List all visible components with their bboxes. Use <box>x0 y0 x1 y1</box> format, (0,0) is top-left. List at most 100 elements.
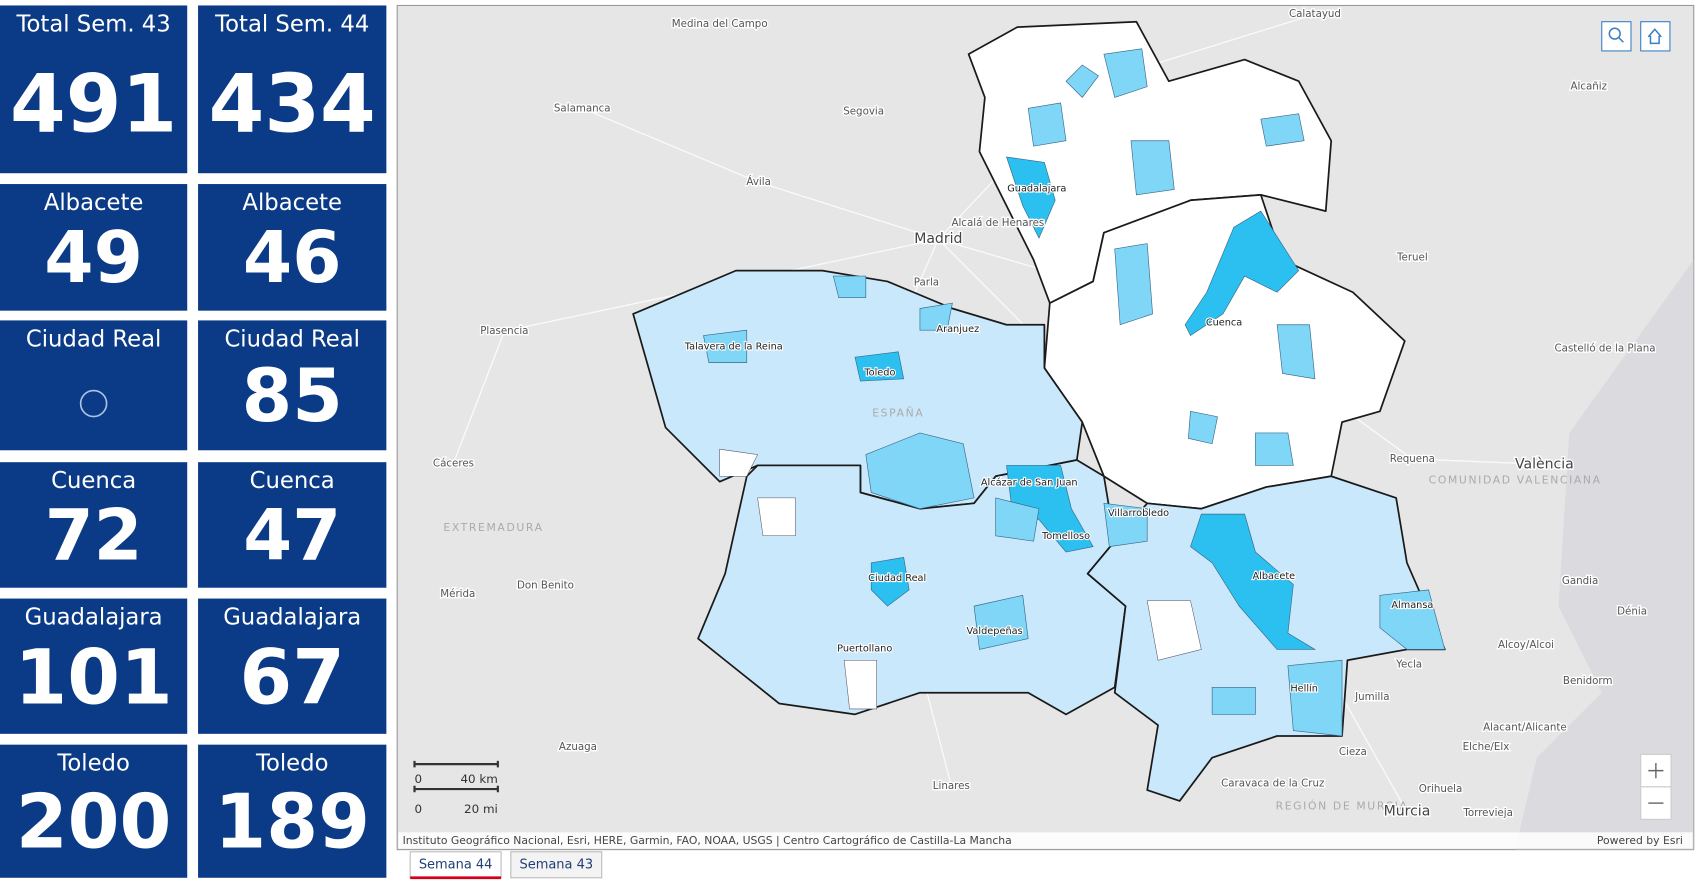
tab-box <box>409 851 502 879</box>
map-label: REGIÓN DE MURCIA <box>1276 799 1409 812</box>
municipality <box>870 557 910 607</box>
map-label: Salamanca <box>554 102 611 114</box>
map-label: Orihuela <box>1419 783 1463 795</box>
search-button[interactable] <box>1601 21 1632 52</box>
indicator-card <box>198 5 387 174</box>
map-label: Cuenca <box>1206 318 1242 329</box>
map-label: Linares <box>933 780 970 792</box>
map-label: Yecla <box>1395 659 1422 671</box>
indicator-value: 67 <box>240 633 345 721</box>
indicator-title: Cuenca <box>51 468 136 494</box>
sea <box>1515 259 1694 850</box>
indicator-title: Guadalajara <box>25 605 163 631</box>
municipality <box>1184 210 1300 337</box>
municipality <box>1211 686 1256 715</box>
municipality <box>1146 600 1202 661</box>
map-label: Alcoy/Alcoi <box>1498 639 1554 651</box>
search-icon <box>1608 27 1621 40</box>
map-label: Don Benito <box>517 580 574 592</box>
indicator-value: 189 <box>214 779 370 866</box>
tab[interactable]: Semana 43 <box>510 851 603 879</box>
municipality <box>1187 410 1218 445</box>
indicator-card <box>0 320 188 451</box>
map-label: Hellín <box>1290 682 1318 694</box>
map-label: Madrid <box>914 231 962 247</box>
municipality <box>1255 432 1294 466</box>
map-label: Torrevieja <box>1462 807 1513 819</box>
map-label: Teruel <box>1396 252 1428 264</box>
municipality <box>703 329 748 363</box>
indicator-title: Ciudad Real <box>224 326 360 352</box>
indicator-card <box>198 744 387 878</box>
municipality <box>1027 102 1067 147</box>
zoom-in-icon <box>1648 763 1664 779</box>
map-label: Villarrobledo <box>1108 508 1169 519</box>
municipality <box>1190 513 1317 650</box>
map-label: Cáceres <box>433 457 474 469</box>
map-buttons <box>1601 21 1672 820</box>
map-label: Ciudad Real <box>868 573 926 584</box>
indicator-title: Toledo <box>56 751 130 777</box>
attribution: Instituto Geográfico Nacional, Esri, HER… <box>403 834 1012 847</box>
map-label: Albacete <box>1253 571 1296 582</box>
municipality <box>1065 64 1099 98</box>
tab-label: Semana 44 <box>419 857 493 872</box>
indicator-value: 72 <box>45 495 143 577</box>
indicator-title: Ciudad Real <box>26 326 162 352</box>
indicator-card <box>198 320 387 451</box>
map-label: Dénia <box>1617 606 1647 618</box>
municipality <box>1276 324 1316 380</box>
municipality <box>719 448 758 477</box>
indicator-title: Albacete <box>242 190 342 216</box>
municipality <box>995 497 1040 542</box>
scale-bar <box>413 760 499 793</box>
indicator-card <box>0 5 188 174</box>
map-label: Puertollano <box>837 643 892 654</box>
map-label: Guadalajara <box>1007 183 1066 194</box>
indicator-title: Cuenca <box>250 468 335 494</box>
municipality <box>919 302 953 331</box>
map-label: Tomelloso <box>1041 531 1090 542</box>
map-label: Elche/Elx <box>1463 741 1510 753</box>
indicator-card <box>198 598 387 734</box>
municipality <box>1114 243 1153 326</box>
map-label: Castelló de la Plana <box>1554 343 1655 355</box>
indicator-value: 434 <box>209 57 376 150</box>
search-icon <box>1618 37 1624 43</box>
map-label: Gandia <box>1562 575 1598 587</box>
map-labels: Medina del Campo Calatayud Salamanca Segovi… <box>432 7 1657 821</box>
indicator-value: 85 <box>242 354 343 439</box>
map-label: Segovia <box>843 106 884 118</box>
attribution-bar <box>398 832 1693 849</box>
tabs: Semana 44 Semana 43 <box>409 851 603 880</box>
scale-line <box>413 760 499 793</box>
indicator-card <box>0 462 188 588</box>
map-label: Toledo <box>863 367 895 378</box>
scale-label: 40 km <box>460 772 497 786</box>
indicator: Ciudad Real <box>0 320 188 451</box>
indicator-value: 101 <box>15 633 173 721</box>
municipality <box>1130 140 1175 196</box>
map-label: EXTREMADURA <box>443 521 543 534</box>
municipality <box>1103 48 1148 98</box>
tab-box <box>510 851 603 879</box>
indicator-value: 200 <box>16 779 172 866</box>
municipality <box>854 351 905 382</box>
home-button[interactable] <box>1640 21 1671 52</box>
indicator-title: Albacete <box>44 190 144 216</box>
municipality <box>1287 659 1343 737</box>
map-label: Alcañiz <box>1570 81 1607 93</box>
scale-label: 0 <box>415 802 423 816</box>
map-label: Alcázar de San Juan <box>981 477 1078 489</box>
map-label: Ávila <box>746 175 770 188</box>
tab[interactable]: Semana 44 <box>409 851 502 880</box>
map-label: Aranjuez <box>936 324 979 335</box>
map-label: ESPAÑA <box>872 406 924 419</box>
map-label: Azuaga <box>559 741 597 753</box>
